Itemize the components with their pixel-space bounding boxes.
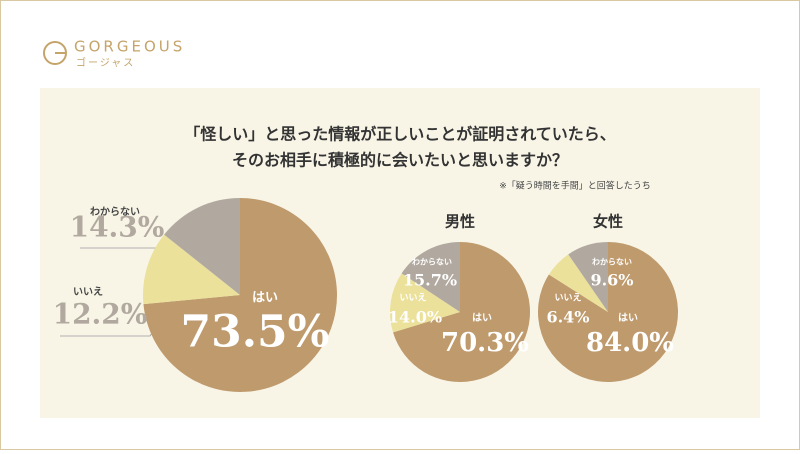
pie-slice <box>393 242 530 382</box>
pie-slice <box>548 254 608 312</box>
pie-slice <box>390 273 460 333</box>
slice-label: わからない <box>412 258 452 267</box>
title-line: 「怪しい」と思った情報が正しいことが証明されていたら、 <box>184 125 616 144</box>
pie-title: 女性 <box>593 213 623 231</box>
slice-label: はい <box>618 312 638 324</box>
pie-slice <box>143 234 240 305</box>
pie-slice <box>143 198 338 392</box>
slice-label: はい <box>252 291 278 306</box>
pie-slice <box>568 242 608 312</box>
slice-label: わからない <box>592 258 632 267</box>
pie-title: 男性 <box>445 213 475 231</box>
pie-slice <box>401 242 460 312</box>
pie-slice <box>164 198 240 295</box>
slice-label: わからない <box>90 206 140 218</box>
value-label: 14.3% <box>70 211 165 244</box>
title-line: そのお相手に積極的に会いたいと思いますか？ <box>232 151 568 170</box>
value-label: 6.4% <box>546 308 589 327</box>
value-label: 14.0% <box>388 308 442 327</box>
slice-label: いいえ <box>73 286 103 298</box>
slice-label: いいえ <box>399 293 426 304</box>
value-label: 73.5% <box>181 307 330 358</box>
slice-label: はい <box>472 312 492 324</box>
brand: GORGEOUS <box>74 38 185 56</box>
slice-label: いいえ <box>554 293 581 304</box>
note: ※「疑う時間を手間」と回答したうち <box>499 180 651 192</box>
value-label: 84.0% <box>586 328 674 358</box>
value-label: 15.7% <box>403 271 457 290</box>
value-label: 70.3% <box>441 328 529 358</box>
value-label: 9.6% <box>590 271 633 290</box>
value-label: 12.2% <box>53 298 148 331</box>
brand-kana: ゴージャス <box>76 56 135 69</box>
